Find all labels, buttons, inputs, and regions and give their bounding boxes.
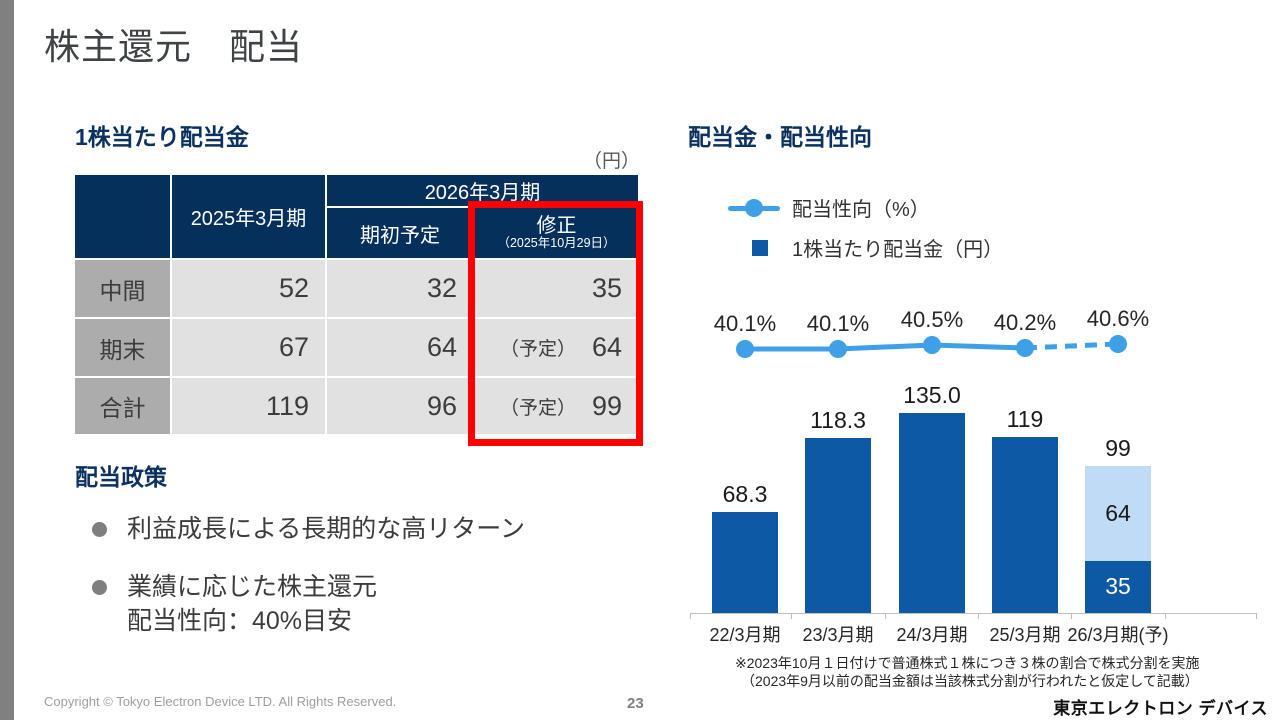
bar-value-label: 68.3	[722, 480, 768, 507]
payout-ratio-label: 40.1%	[806, 311, 870, 336]
payout-ratio-label: 40.6%	[1086, 306, 1150, 331]
payout-ratio-line-chart	[736, 335, 1127, 358]
legend-dividend: 1株当たり配当金（円）	[728, 233, 1003, 262]
policy-bullet-2-line1: 業績に応じた株主還元	[127, 573, 378, 601]
copyright-text: Copyright © Tokyo Electron Device LTD. A…	[44, 694, 397, 709]
table-header-corner	[75, 175, 170, 258]
chart-footnote-line2: （2023年9月以前の配当金額は当該株式分割が行われたと仮定して記載）	[741, 673, 1199, 689]
table-row-label: 合計	[75, 378, 170, 434]
payout-ratio-label: 40.5%	[900, 307, 964, 332]
table-header-revised-date: （2025年10月29日）	[497, 236, 616, 251]
company-logo: 東京エレクトロン デバイス	[1053, 699, 1268, 718]
dividend-table-heading: 1株当たり配当金	[75, 124, 249, 150]
axis-tick	[791, 613, 792, 619]
table-cell-value: 32	[327, 260, 473, 317]
table-cell-value: 96	[327, 378, 473, 434]
table-header-fy2025: 2025年3月期	[172, 175, 325, 258]
table-header-fy2026-group: 2026年3月期	[327, 175, 638, 206]
payout-ratio-label: 40.1%	[713, 311, 777, 336]
bullet-dot-icon	[92, 580, 107, 595]
table-row-label: 期末	[75, 319, 170, 376]
axis-tick	[885, 613, 886, 619]
table-cell-number: 35	[591, 273, 622, 303]
table-cell-value: 67	[172, 319, 325, 376]
bar-segment-dark: 35	[1085, 561, 1151, 613]
x-axis-label: 26/3月期(予)	[1067, 625, 1169, 645]
slide-title: 株主還元 配当	[44, 26, 304, 67]
policy-bullet-2-line2: 配当性向：40%目安	[127, 607, 353, 635]
axis-tick	[1256, 613, 1257, 619]
bar-segment-label: 64	[1105, 499, 1131, 526]
table-row-label: 中間	[75, 260, 170, 317]
table-cell-value: 64	[327, 319, 473, 376]
x-axis-label: 25/3月期	[989, 625, 1061, 645]
bar-value-label: 99	[1105, 435, 1131, 462]
table-cell-number: 99	[591, 390, 622, 421]
table-header-revised-title: 修正	[536, 215, 577, 238]
table-cell-value: （予定） 99	[475, 378, 638, 434]
table-cell-value: 35	[475, 260, 638, 317]
bar-segment-dark	[805, 437, 871, 613]
axis-tick	[1071, 613, 1072, 619]
legend-dividend-label: 1株当たり配当金（円）	[792, 239, 1004, 261]
bar-value-label: 135.0	[903, 381, 961, 408]
payout-ratio-label: 40.2%	[993, 310, 1057, 335]
forecast-prefix: （予定）	[499, 339, 576, 360]
left-accent-bar	[0, 0, 14, 720]
revision-highlight-box	[468, 201, 643, 446]
bar-segment-dark	[992, 436, 1058, 613]
table-header-initial: 期初予定	[327, 208, 473, 258]
axis-tick	[978, 613, 979, 619]
page-number: 23	[627, 695, 644, 712]
policy-bullet-1-text: 利益成長による長期的な高リターン	[127, 515, 526, 543]
forecast-prefix: （予定）	[499, 397, 576, 419]
bar-value-label: 118.3	[810, 406, 866, 433]
dividend-table: 2025年3月期 2026年3月期 期初予定 修正 （2025年10月29日） …	[75, 175, 638, 434]
bar-segment-dark	[712, 511, 778, 613]
bar-segment-light: 64	[1085, 466, 1151, 562]
x-axis-label: 22/3月期	[709, 625, 781, 645]
table-cell-value: 52	[172, 260, 325, 317]
bar-segment-label: 35	[1105, 573, 1131, 600]
chart-heading: 配当金・配当性向	[688, 124, 872, 150]
policy-bullet-1: 利益成長による長期的な高リターン	[92, 512, 525, 546]
chart-footnote-line1: ※2023年10月１日付けで普通株式１株につき３株の割合で株式分割を実施	[735, 655, 1200, 671]
x-axis-line	[690, 613, 1256, 614]
bar-marker-icon	[752, 239, 768, 256]
table-cell-value: （予定） 64	[475, 319, 638, 376]
chart-plot: 68.3 22/3月期 118.3 23/3月期 135.0 24/3月期 119 25/3月…	[690, 300, 1258, 650]
bar-value-label: 119	[1006, 405, 1044, 432]
table-header-revised: 修正 （2025年10月29日）	[475, 208, 638, 258]
bullet-dot-icon	[92, 522, 107, 537]
axis-tick	[1165, 613, 1166, 619]
table-cell-number: 64	[591, 332, 622, 362]
table-unit-label: （円）	[582, 151, 640, 172]
x-axis-label: 24/3月期	[896, 625, 968, 645]
table-cell-value: 119	[172, 378, 325, 434]
policy-heading: 配当政策	[75, 464, 167, 490]
legend-payout-ratio-label: 配当性向（%）	[792, 199, 930, 221]
axis-tick	[690, 613, 691, 619]
x-axis-label: 23/3月期	[802, 625, 874, 645]
policy-bullet-2: 業績に応じた株主還元 配当性向：40%目安	[92, 570, 377, 638]
legend-payout-ratio: 配当性向（%）	[728, 193, 930, 222]
line-marker-icon	[728, 196, 780, 220]
bar-segment-dark	[899, 412, 965, 613]
